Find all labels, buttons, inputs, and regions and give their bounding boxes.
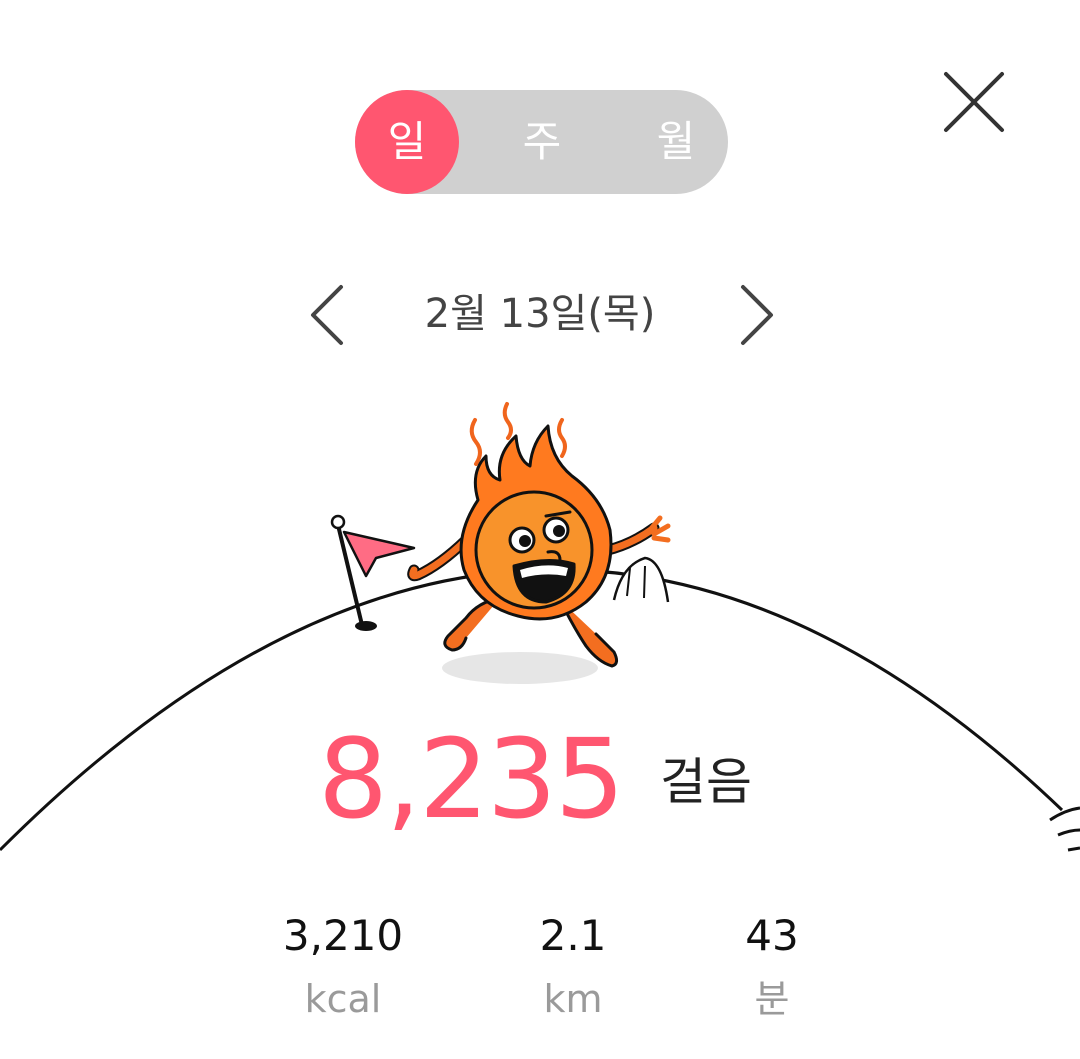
duration-stat: 43 분 <box>712 905 832 1031</box>
next-day-button[interactable] <box>731 283 781 347</box>
distance-stat: 2.1 km <box>508 905 638 1031</box>
current-date: 2월 13일(목) <box>424 291 656 337</box>
period-switch: 일 주 월 <box>355 90 728 194</box>
close-icon <box>944 72 1004 132</box>
tab-week[interactable]: 주 <box>522 117 562 166</box>
duration-value: 43 <box>745 911 799 960</box>
close-button[interactable] <box>936 64 1012 140</box>
flame-mascot <box>407 402 671 668</box>
hill-edge-mark <box>1049 806 1080 852</box>
duration-unit: 분 <box>754 977 790 1021</box>
distance-unit: km <box>543 977 603 1021</box>
previous-day-button[interactable] <box>303 283 353 347</box>
calories-value: 3,210 <box>282 911 404 960</box>
chevron-right-icon <box>741 285 773 345</box>
chevron-left-icon <box>311 285 343 345</box>
rock-shape <box>612 556 670 603</box>
tab-month[interactable]: 월 <box>656 117 696 166</box>
flag-icon <box>330 514 416 631</box>
distance-value: 2.1 <box>539 911 607 960</box>
walking-mascot-illustration <box>0 402 1080 852</box>
steps-count: 8,235 <box>318 715 625 843</box>
calories-unit: kcal <box>304 977 382 1021</box>
steps-unit: 걸음 <box>660 753 752 811</box>
calories-stat: 3,210 kcal <box>253 905 433 1031</box>
ground-shadow <box>442 652 598 684</box>
tab-day[interactable]: 일 <box>355 90 459 194</box>
